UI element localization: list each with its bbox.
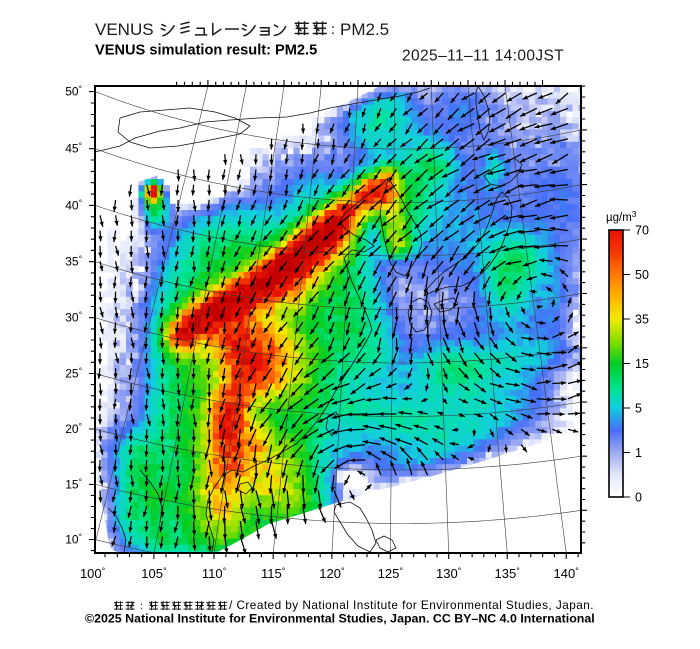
svg-text:115°: 115° [261, 566, 286, 581]
svg-text:140°: 140° [554, 566, 580, 581]
svg-text:0: 0 [635, 491, 642, 505]
svg-text:15: 15 [635, 357, 649, 371]
svg-text:110°: 110° [202, 566, 227, 581]
svg-text:120°: 120° [319, 566, 345, 581]
svg-text:105°: 105° [141, 566, 167, 581]
svg-text:©2025 National Institute for E: ©2025 National Institute for Environment… [85, 612, 595, 626]
svg-text:15°: 15° [65, 476, 82, 491]
svg-text:45°: 45° [65, 141, 82, 156]
svg-text:1: 1 [635, 446, 642, 460]
svg-text:35: 35 [635, 313, 649, 327]
svg-text:10°: 10° [65, 532, 82, 547]
svg-text:/ Created by National Institut: / Created by National Institute for Envi… [229, 598, 594, 612]
svg-text:µg/m3: µg/m3 [606, 209, 637, 224]
svg-text:125°: 125° [378, 566, 404, 581]
svg-text:40°: 40° [65, 197, 82, 212]
svg-text:2025–11–11 14:00JST: 2025–11–11 14:00JST [402, 48, 564, 65]
svg-text:25°: 25° [65, 366, 82, 381]
svg-text:5: 5 [635, 402, 642, 416]
svg-text:50°: 50° [65, 84, 82, 99]
svg-text:20°: 20° [65, 421, 82, 436]
svg-text:70: 70 [635, 224, 649, 238]
svg-text:135°: 135° [495, 566, 521, 581]
svg-text:VENUS simulation result: PM2.5: VENUS simulation result: PM2.5 [95, 43, 317, 59]
svg-text:100°: 100° [80, 566, 106, 581]
svg-text:30°: 30° [65, 310, 82, 325]
svg-text:50: 50 [635, 268, 649, 282]
svg-text:35°: 35° [65, 254, 82, 269]
svg-text:PM2.5: PM2.5 [340, 20, 389, 39]
svg-text:VENUS: VENUS [95, 20, 154, 39]
svg-text:130°: 130° [436, 566, 462, 581]
